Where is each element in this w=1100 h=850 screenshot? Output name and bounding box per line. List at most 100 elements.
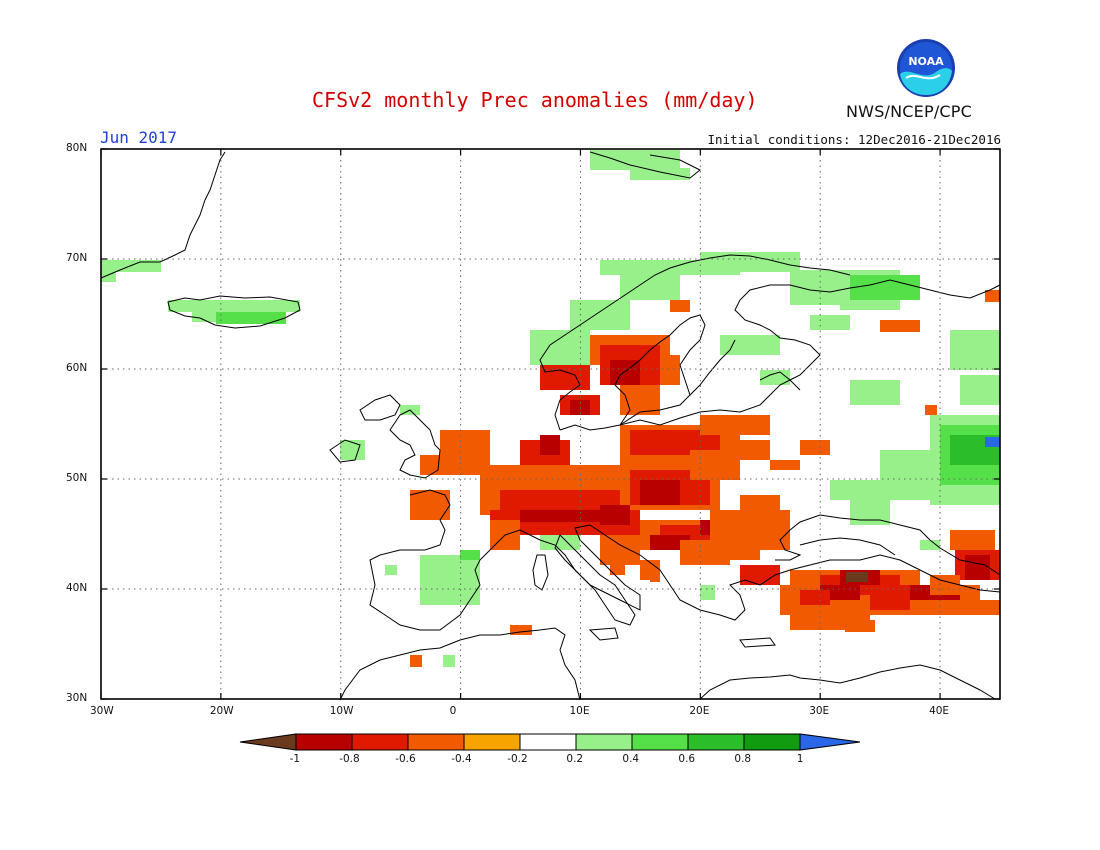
colorbar-segment [407,733,465,751]
axis-ticks [100,148,1000,700]
anomaly-cell [630,168,690,180]
coastline [389,409,441,479]
coastline [759,371,801,391]
map-frame [100,148,1001,700]
coastline [739,637,776,648]
x-tick-label: 30W [90,705,114,717]
anomaly-cell [640,480,680,505]
anomaly-cell [810,315,850,330]
colorbar-label: 0.8 [734,753,752,765]
x-tick-label: 10E [569,705,590,717]
anomaly-cell [520,510,600,522]
y-tick-label: 40N [66,582,88,594]
colorbar-label: 0.6 [678,753,696,765]
anomaly-cell [610,555,625,575]
anomaly-cell [985,437,1000,447]
anomaly-cell [960,375,1000,405]
anomaly-cell [740,565,780,585]
anomaly-cell [540,365,590,390]
coastline [614,314,706,426]
x-tick-label: 0 [449,705,457,717]
anomaly-cell [510,625,532,635]
anomaly-cell [192,312,216,322]
anomaly-cell [600,505,630,525]
coastline [689,339,736,396]
coastlines [100,151,1001,701]
anomaly-cell [990,600,1000,615]
colorbar-label: -1 [289,753,301,765]
anomaly-cell [590,150,680,170]
coastline [329,439,361,463]
x-tick-label: 20E [689,705,710,717]
colorbar-segment [519,733,577,751]
chart-title: CFSv2 monthly Prec anomalies (mm/day) [312,88,758,112]
anomaly-cell [410,655,422,667]
anomaly-cell [740,440,770,460]
colorbar-label: -0.4 [451,753,472,765]
anomaly-cell [985,290,1000,302]
colorbar-label: 1 [796,753,804,765]
colorbar-segment [687,733,745,751]
anomaly-cell [846,572,868,582]
coastline [554,534,636,626]
graticule [101,149,1000,699]
anomaly-cell [850,380,900,405]
anomaly-cell [845,620,875,632]
colorbar-label: -0.6 [395,753,416,765]
y-tick-label: 80N [66,142,88,154]
coastline [339,627,581,701]
anomaly-cell [800,590,830,605]
anomaly-cell [670,300,690,312]
coastline [167,295,301,329]
anomaly-cell [700,585,715,600]
colorbar-label: -0.2 [507,753,528,765]
coastline [588,627,619,641]
x-tick-label: 40E [929,705,950,717]
colorbar-segment [575,733,633,751]
anomaly-cell [925,405,937,415]
colorbar-segment [743,733,801,751]
anomaly-cell [720,335,780,355]
anomaly-cell [920,540,940,550]
coastline [589,151,701,179]
coastline [100,151,226,279]
anomaly-cell [530,330,590,365]
logo-text: NOAA [908,55,944,68]
anomaly-cell [385,565,397,575]
anomaly-cell [960,600,990,615]
anomaly-cell [850,275,920,300]
colorbar-segment [295,733,353,751]
anomaly-cell [950,530,995,550]
coastline [539,254,851,431]
colorbar-segment [351,733,409,751]
x-tick-label: 30E [809,705,830,717]
anomaly-cell [660,355,680,385]
anomaly-cell [620,275,680,300]
anomaly-cell [690,450,740,480]
anomaly-cell [540,435,560,455]
colorbar-label: 0.2 [566,753,584,765]
y-tick-label: 60N [66,362,88,374]
coastline [532,554,549,591]
anomaly-cell [750,530,790,550]
anomaly-cell [770,460,800,470]
agency-label: NWS/NCEP/CPC [846,102,973,121]
y-tick-label: 30N [66,692,88,704]
coastline [359,394,401,421]
colorbar-segment [463,733,521,751]
anomaly-cell [443,655,455,667]
anomaly-cell [950,330,1000,370]
anomaly-cell [460,550,480,560]
colorbar-arrow-high [799,733,861,751]
anomaly-cell [101,272,116,282]
y-tick-label: 70N [66,252,88,264]
anomaly-cell [420,455,480,475]
anomaly-cell [420,555,480,605]
anomaly-cell [216,312,286,324]
coastline [559,279,1001,431]
x-tick-label: 10W [329,705,354,717]
anomaly-cell [168,300,300,312]
forecast-month: Jun 2017 [100,128,178,147]
anomaly-cell [700,415,770,435]
